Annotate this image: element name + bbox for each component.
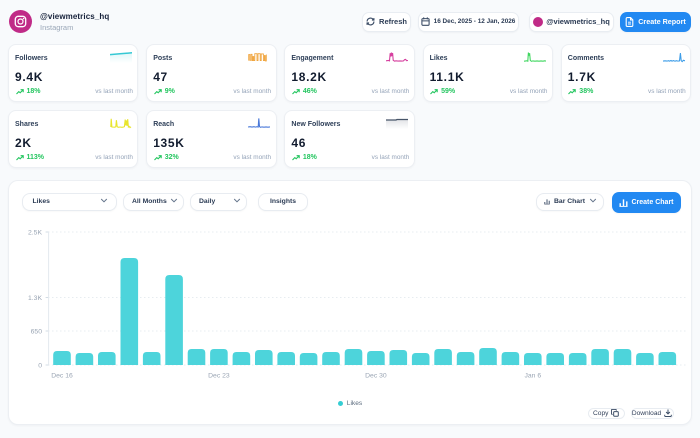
svg-text:650: 650 [31,329,43,336]
svg-text:2.5K: 2.5K [28,230,42,237]
svg-text:Dec 30: Dec 30 [365,373,387,380]
svg-text:Dec 23: Dec 23 [208,373,230,380]
svg-text:Dec 16: Dec 16 [51,373,73,380]
svg-text:Jan 6: Jan 6 [524,373,541,380]
svg-text:0: 0 [38,363,42,370]
svg-text:1.3K: 1.3K [28,295,42,302]
